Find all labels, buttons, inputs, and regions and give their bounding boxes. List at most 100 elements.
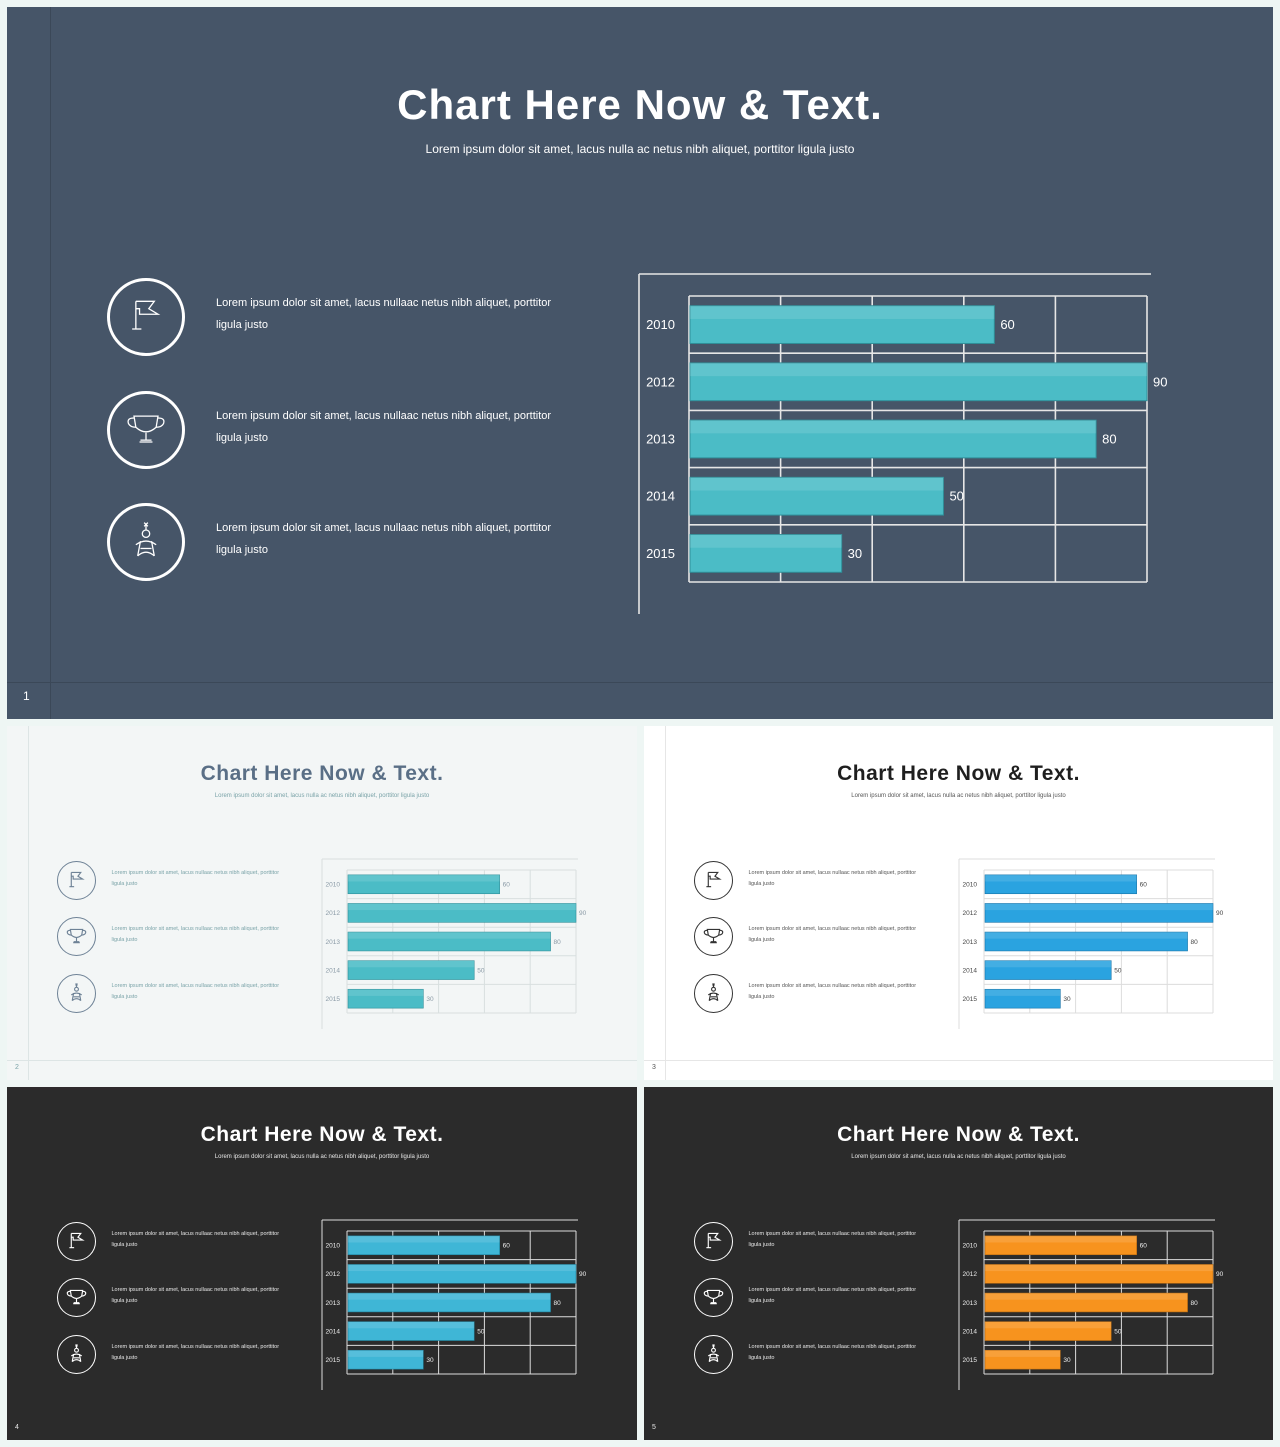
feature-text: Lorem ipsum dolor sit amet, lacus nullaa…	[748, 1287, 917, 1305]
trophy-icon	[66, 929, 87, 944]
bar	[984, 988, 1061, 1009]
person-icon	[70, 982, 83, 1001]
category-label: 2010	[963, 882, 978, 889]
slide-footer-line	[7, 682, 1273, 683]
bar-chart: 60 2010 90 2012 80 2013 50 2014 30 2015	[958, 858, 1224, 1029]
bar-highlight	[348, 960, 475, 968]
bar-value-label: 30	[848, 546, 862, 561]
category-label: 2013	[326, 1300, 341, 1307]
slide-margin-line	[50, 7, 51, 719]
slide-number: 3	[652, 1064, 656, 1071]
bar-value-label: 90	[1216, 910, 1224, 917]
slide-subtitle: Lorem ipsum dolor sit amet, lacus nulla …	[214, 1154, 430, 1160]
bar-highlight	[985, 874, 1137, 882]
feature-text: Lorem ipsum dolor sit amet, lacus nullaa…	[111, 982, 280, 1000]
flag-icon	[706, 1232, 722, 1249]
slide-number: 2	[15, 1064, 19, 1071]
bar-value-label: 60	[1000, 317, 1014, 332]
bar-value-label: 80	[1102, 432, 1116, 447]
bar-highlight	[348, 1264, 576, 1272]
category-label: 2015	[646, 546, 675, 561]
bar	[984, 960, 1112, 980]
category-label: 2010	[326, 882, 341, 889]
bar-highlight	[348, 932, 551, 939]
bar-highlight	[348, 874, 500, 882]
slide-2[interactable]: 2 Chart Here Now & Text. Lorem ipsum dol…	[7, 726, 637, 1080]
bar-chart: 60 2010 90 2012 80 2013 50 2014 30 2015	[321, 1219, 587, 1390]
bar	[347, 988, 424, 1009]
icon-circle	[57, 973, 96, 1013]
slide-5[interactable]: 5 Chart Here Now & Text. Lorem ipsum dol…	[644, 1087, 1273, 1440]
icon-circle	[57, 1334, 96, 1374]
bar-highlight	[690, 534, 842, 548]
slide-subtitle: Lorem ipsum dolor sit amet, lacus nulla …	[851, 793, 1066, 799]
person-icon	[707, 1343, 720, 1362]
icon-circle	[107, 503, 185, 581]
slide-number: 5	[652, 1424, 656, 1431]
slide-footer-line	[644, 1060, 1273, 1061]
bar-value-label: 60	[1140, 882, 1148, 889]
bar-value-label: 90	[579, 910, 587, 917]
feature-text: Lorem ipsum dolor sit amet, lacus nullaa…	[748, 982, 917, 1000]
icon-circle	[107, 278, 185, 356]
person-icon	[70, 1343, 83, 1362]
bar-value-label: 90	[579, 1271, 587, 1278]
category-label: 2010	[963, 1243, 978, 1250]
bar-value-label: 80	[1191, 1300, 1199, 1307]
icon-circle	[694, 973, 733, 1013]
bar-value-label: 50	[949, 489, 963, 504]
slide-3[interactable]: 3 Chart Here Now & Text. Lorem ipsum dol…	[644, 726, 1273, 1080]
bar-value-label: 90	[1153, 374, 1167, 389]
bar-value-label: 50	[1114, 1328, 1122, 1335]
bar	[984, 931, 1188, 952]
bar-chart-svg: 60 2010 90 2012 80 2013 50 2014 30 2015	[958, 858, 1224, 1029]
slide-margin-line	[665, 726, 666, 1080]
icon-circle	[107, 390, 185, 469]
slide-title: Chart Here Now & Text.	[200, 762, 444, 785]
category-label: 2015	[326, 1357, 341, 1364]
slide-subtitle: Lorem ipsum dolor sit amet, lacus nulla …	[214, 793, 430, 799]
feature-text: Lorem ipsum dolor sit amet, lacus nullaa…	[748, 1343, 917, 1361]
bar-value-label: 30	[426, 1357, 434, 1364]
category-label: 2015	[963, 1357, 978, 1364]
bar-value-label: 60	[503, 882, 511, 889]
bar-highlight	[985, 1235, 1137, 1243]
slide-title: Chart Here Now & Text.	[837, 762, 1080, 785]
bar-value-label: 50	[477, 967, 485, 974]
bar-value-label: 30	[1063, 996, 1071, 1003]
bar-value-label: 80	[1191, 939, 1199, 946]
slide-subtitle: Lorem ipsum dolor sit amet, lacus nulla …	[425, 142, 855, 156]
bar-value-label: 30	[426, 996, 434, 1003]
slide-1[interactable]: 1 Chart Here Now & Text. Lorem ipsum dol…	[7, 7, 1273, 719]
bar-value-label: 60	[1140, 1243, 1148, 1250]
bar	[984, 1349, 1061, 1370]
bar	[984, 1235, 1137, 1256]
category-label: 2014	[963, 967, 978, 974]
bar	[347, 1321, 475, 1341]
bar	[984, 903, 1214, 923]
bar-chart-svg: 60 2010 90 2012 80 2013 50 2014 30 2015	[321, 1219, 587, 1390]
bar	[347, 960, 475, 980]
icon-circle	[57, 1278, 96, 1318]
slide-4[interactable]: 4 Chart Here Now & Text. Lorem ipsum dol…	[7, 1087, 637, 1440]
category-label: 2013	[963, 1300, 978, 1307]
icon-circle	[57, 861, 96, 900]
trophy-icon	[703, 1290, 724, 1305]
feature-text: Lorem ipsum dolor sit amet, lacus nullaa…	[216, 409, 552, 444]
bar-highlight	[348, 1235, 500, 1243]
trophy-icon	[127, 415, 165, 443]
bar-chart-svg: 60 2010 90 2012 80 2013 50 2014 30 2015	[638, 273, 1167, 614]
bar-highlight	[348, 903, 576, 911]
bar	[984, 874, 1137, 895]
slide-title: Chart Here Now & Text.	[837, 1123, 1080, 1146]
bar-highlight	[690, 477, 944, 491]
slide-footer-line	[7, 1060, 637, 1061]
bar	[689, 305, 995, 344]
bar	[347, 1235, 500, 1256]
feature-text: Lorem ipsum dolor sit amet, lacus nullaa…	[111, 1287, 280, 1305]
flag-icon	[69, 1232, 85, 1249]
bar-value-label: 60	[503, 1243, 511, 1250]
icon-circle	[694, 1278, 733, 1318]
feature-text: Lorem ipsum dolor sit amet, lacus nullaa…	[216, 297, 552, 331]
slide-subtitle: Lorem ipsum dolor sit amet, lacus nulla …	[851, 1154, 1066, 1160]
